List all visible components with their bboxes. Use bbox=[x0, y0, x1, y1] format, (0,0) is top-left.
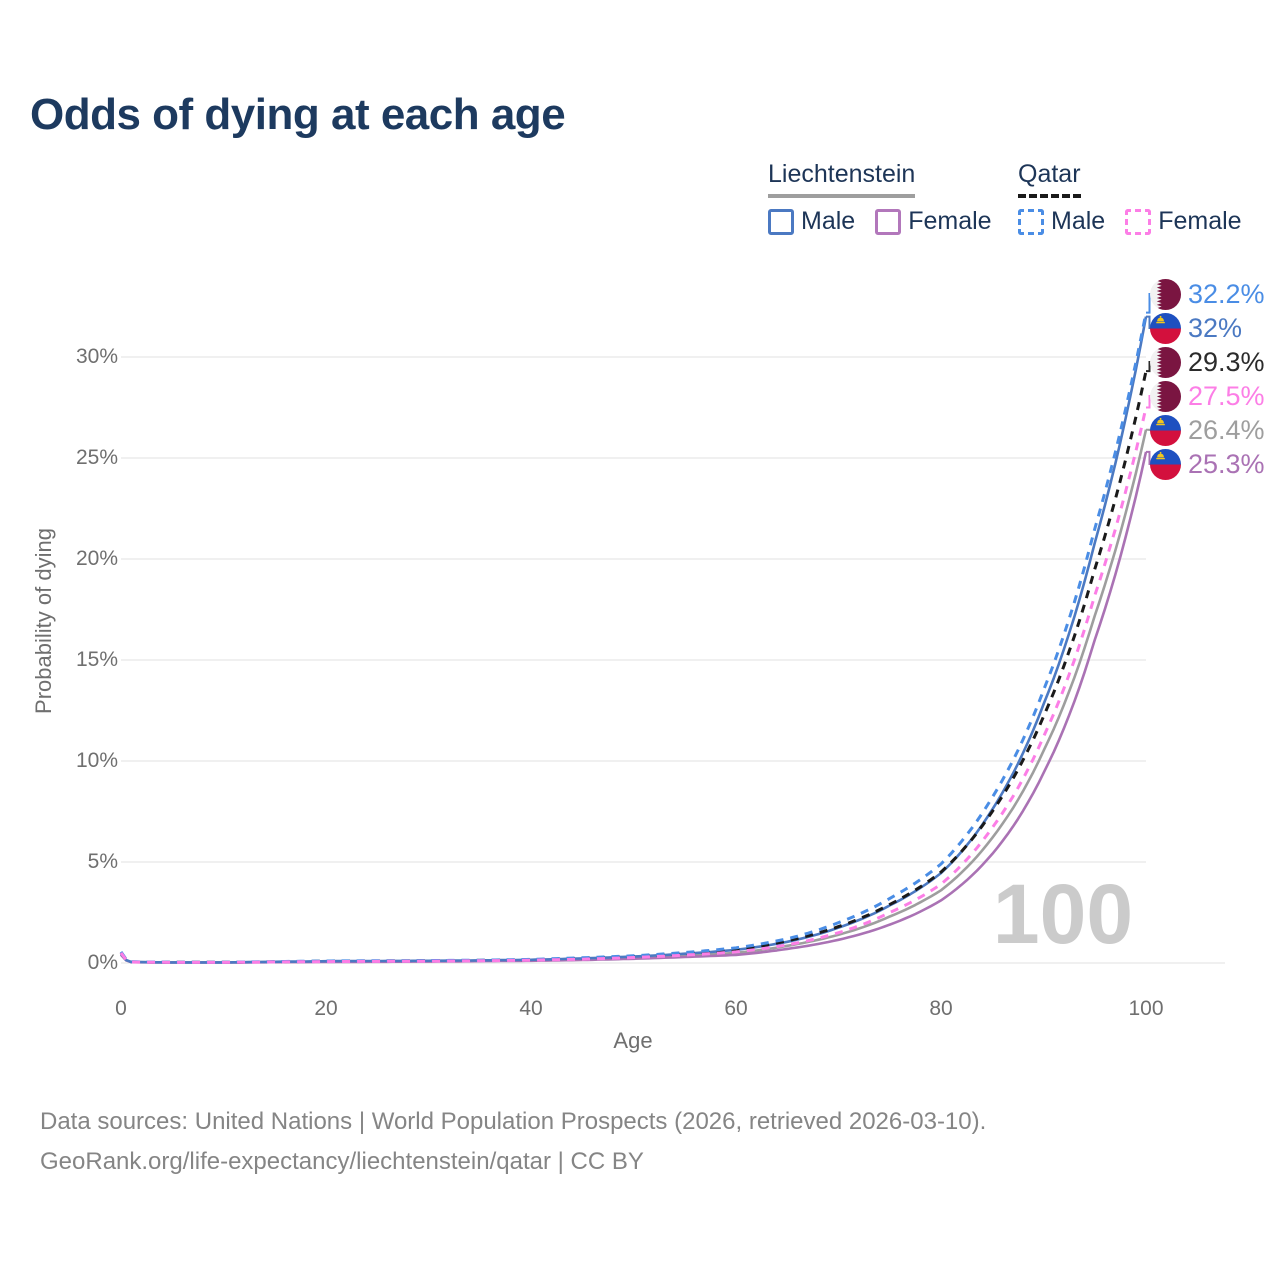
y-tick: 15% bbox=[75, 648, 118, 671]
end-label-value: 25.3% bbox=[1188, 448, 1265, 479]
end-label-liechtenstein-male: 32% bbox=[1150, 312, 1242, 344]
end-label-value: 26.4% bbox=[1188, 414, 1265, 445]
end-label-value: 32.2% bbox=[1188, 278, 1265, 309]
age-counter-watermark: 100 bbox=[992, 867, 1134, 961]
qatar-flag-icon bbox=[1150, 346, 1181, 378]
checkbox-swatch-solid-blue bbox=[768, 208, 794, 235]
y-axis-title: Probability of dying bbox=[31, 528, 56, 714]
y-tick: 10% bbox=[75, 749, 118, 772]
end-label-value: 32% bbox=[1188, 312, 1243, 343]
legend-header-liechtenstein[interactable]: Liechtenstein bbox=[768, 160, 916, 198]
end-label-value: 27.5% bbox=[1188, 380, 1265, 411]
x-tick: 80 bbox=[929, 997, 953, 1020]
liechtenstein-flag-icon bbox=[1150, 448, 1181, 480]
y-tick: 25% bbox=[75, 446, 118, 469]
legend-label: Male bbox=[801, 207, 856, 235]
checkbox-swatch-dashed-blue bbox=[1018, 208, 1044, 235]
source-url-note: GeoRank.org/life-expectancy/liechtenstei… bbox=[40, 1148, 644, 1175]
x-tick: 0 bbox=[115, 997, 127, 1020]
legend-label: Female bbox=[1158, 207, 1242, 235]
liechtenstein-flag-icon bbox=[1150, 414, 1181, 446]
legend-item-qatar-male[interactable]: Male bbox=[1018, 207, 1105, 236]
end-label-liechtenstein-female: 25.3% bbox=[1150, 448, 1265, 480]
page-title: Odds of dying at each age bbox=[30, 90, 566, 139]
x-tick: 20 bbox=[314, 997, 338, 1020]
x-tick: 40 bbox=[519, 997, 543, 1020]
x-tick: 100 bbox=[1128, 997, 1164, 1020]
data-sources-note: Data sources: United Nations | World Pop… bbox=[40, 1108, 987, 1135]
legend-header-qatar[interactable]: Qatar bbox=[1018, 160, 1081, 198]
qatar-flag-icon bbox=[1150, 380, 1181, 412]
end-label-qatar-total: 29.3% bbox=[1150, 346, 1265, 378]
legend-item-liechtenstein-male[interactable]: Male bbox=[768, 207, 855, 236]
legend-label: Male bbox=[1051, 207, 1106, 235]
x-tick: 60 bbox=[724, 997, 748, 1020]
checkbox-swatch-solid-purple bbox=[875, 208, 902, 235]
liechtenstein-flag-icon bbox=[1150, 312, 1181, 344]
end-label-liechtenstein-total: 26.4% bbox=[1150, 414, 1265, 446]
legend-item-qatar-female[interactable]: Female bbox=[1125, 207, 1242, 236]
y-tick: 5% bbox=[87, 850, 118, 873]
y-tick: 20% bbox=[75, 547, 118, 570]
legend-item-liechtenstein-female[interactable]: Female bbox=[875, 207, 992, 236]
end-label-value: 29.3% bbox=[1188, 346, 1265, 377]
legend-group-qatar: Qatar Male Female bbox=[1018, 160, 1242, 236]
end-label-qatar-female: 27.5% bbox=[1150, 380, 1265, 412]
y-tick: 30% bbox=[75, 345, 118, 368]
checkbox-swatch-dashed-pink bbox=[1125, 208, 1152, 235]
qatar-flag-icon bbox=[1150, 278, 1181, 310]
legend-label: Female bbox=[908, 207, 992, 235]
y-tick: 0% bbox=[87, 951, 118, 974]
x-axis-title: Age bbox=[613, 1028, 653, 1053]
legend-group-liechtenstein: Liechtenstein Male Female bbox=[768, 160, 992, 236]
end-label-qatar-male: 32.2% bbox=[1150, 278, 1265, 310]
